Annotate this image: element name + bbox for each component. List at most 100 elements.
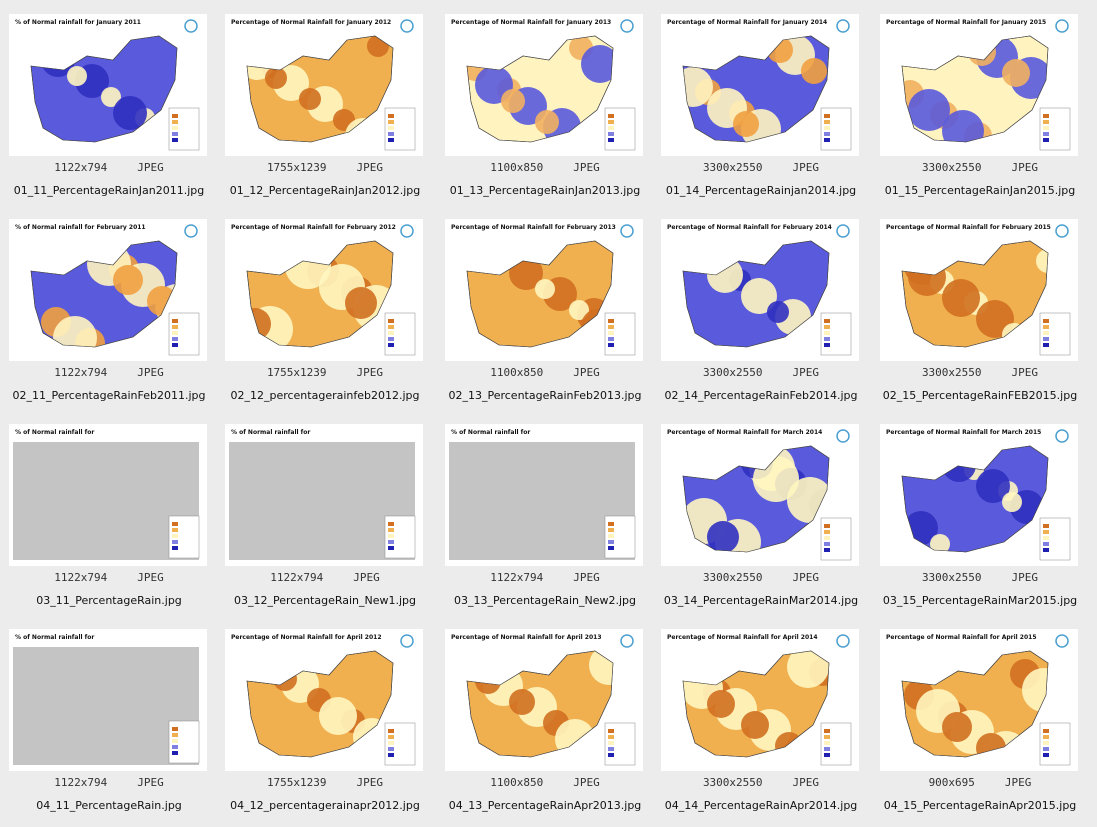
image-format: JPEG	[353, 571, 380, 584]
map-outline	[901, 35, 1049, 143]
map-outline	[682, 445, 830, 553]
file-name[interactable]: 01_11_PercentageRainJan2011.jpg	[13, 184, 205, 197]
legend-swatch	[608, 741, 614, 745]
file-name[interactable]: 02_14_PercentageRainFeb2014.jpg	[664, 389, 858, 402]
map-outline	[682, 240, 830, 348]
file-item[interactable]: Percentage of Normal Rainfall for Februa…	[216, 205, 434, 410]
legend-swatch	[1043, 126, 1049, 130]
legend-swatch	[608, 319, 614, 323]
map-outline	[466, 650, 614, 758]
image-format: JPEG	[573, 571, 600, 584]
thumbnail: % of Normal rainfall for	[445, 424, 643, 566]
legend-swatch	[172, 733, 178, 737]
file-meta: 1122x794 JPEG	[0, 366, 218, 379]
file-item[interactable]: % of Normal rainfall for 1122x794 JPEG 03_1…	[216, 410, 434, 615]
legend-swatch	[824, 536, 830, 540]
logo	[620, 224, 634, 238]
file-item[interactable]: Percentage of Normal Rainfall for April …	[652, 615, 870, 820]
file-item[interactable]: Percentage of Normal Rainfall for Februa…	[652, 205, 870, 410]
file-name[interactable]: 01_13_PercentageRainJan2013.jpg	[449, 184, 641, 197]
file-item[interactable]: Percentage of Normal Rainfall for April …	[871, 615, 1089, 820]
file-meta: 1100x850 JPEG	[436, 776, 654, 789]
file-item[interactable]: Percentage of Normal Rainfall for Februa…	[436, 205, 654, 410]
file-name[interactable]: 02_13_PercentageRainFeb2013.jpg	[448, 389, 642, 402]
legend-swatch	[824, 548, 830, 552]
legend-swatch	[388, 343, 394, 347]
file-item[interactable]: Percentage of Normal Rainfall for Februa…	[871, 205, 1089, 410]
thumbnail: Percentage of Normal Rainfall for Januar…	[225, 14, 423, 156]
file-meta: 3300x2550 JPEG	[652, 366, 870, 379]
thumb-title: Percentage of Normal Rainfall for Februa…	[451, 224, 616, 231]
logo	[620, 634, 634, 648]
map-outline	[682, 35, 830, 143]
file-item[interactable]: Percentage of Normal Rainfall for Januar…	[436, 0, 654, 205]
legend-swatch	[608, 747, 614, 751]
file-meta: 1100x850 JPEG	[436, 366, 654, 379]
file-item[interactable]: % of Normal rainfall for January 2011 112…	[0, 0, 218, 205]
legend-swatch	[1043, 548, 1049, 552]
file-item[interactable]: % of Normal rainfall for February 2011 11…	[0, 205, 218, 410]
file-name[interactable]: 02_11_PercentageRainFeb2011.jpg	[12, 389, 206, 402]
file-name[interactable]: 02_15_PercentageRainFEB2015.jpg	[882, 389, 1078, 402]
rain-patch	[942, 279, 980, 317]
legend-swatch	[1043, 536, 1049, 540]
file-item[interactable]: Percentage of Normal Rainfall for Januar…	[216, 0, 434, 205]
legend-swatch	[824, 337, 830, 341]
file-item[interactable]: Percentage of Normal Rainfall for Januar…	[871, 0, 1089, 205]
legend-swatch	[824, 747, 830, 751]
thumb-title: Percentage of Normal Rainfall for Januar…	[451, 19, 611, 26]
thumbnail: % of Normal rainfall for February 2011	[9, 219, 207, 361]
rain-patch	[509, 689, 535, 715]
file-item[interactable]: % of Normal rainfall for 1122x794 JPEG 04_1…	[0, 615, 218, 820]
logo	[1055, 634, 1069, 648]
image-dimensions: 3300x2550	[702, 366, 763, 379]
logo	[836, 634, 850, 648]
legend-swatch	[172, 138, 178, 142]
map-patches	[683, 36, 827, 142]
image-format: JPEG	[1004, 776, 1032, 789]
file-item[interactable]: % of Normal rainfall for 1122x794 JPEG 03_1…	[0, 410, 218, 615]
rain-patch	[741, 711, 769, 739]
thumb-title: % of Normal rainfall for	[15, 429, 94, 436]
thumbnail: Percentage of Normal Rainfall for March …	[661, 424, 859, 566]
file-item[interactable]: Percentage of Normal Rainfall for April …	[436, 615, 654, 820]
legend-swatch	[172, 331, 178, 335]
file-item[interactable]: % of Normal rainfall for 1122x794 JPEG 03_1…	[436, 410, 654, 615]
file-name[interactable]: 03_15_PercentageRainMar2015.jpg	[882, 594, 1078, 607]
logo	[400, 19, 414, 33]
file-name[interactable]: 01_12_PercentageRainJan2012.jpg	[229, 184, 421, 197]
legend-swatch	[388, 337, 394, 341]
file-item[interactable]: Percentage of Normal Rainfall for April …	[216, 615, 434, 820]
rain-patch	[976, 469, 1010, 503]
legend-swatch	[608, 343, 614, 347]
file-name[interactable]: 03_13_PercentageRain_New2.jpg	[453, 594, 637, 607]
image-dimensions: 1122x794	[270, 571, 324, 584]
rain-patch	[101, 87, 121, 107]
thumb-title: % of Normal rainfall for	[231, 429, 310, 436]
file-name[interactable]: 04_11_PercentageRain.jpg	[36, 799, 182, 812]
legend-swatch	[1043, 530, 1049, 534]
file-name[interactable]: 03_11_PercentageRain.jpg	[36, 594, 182, 607]
file-item[interactable]: Percentage of Normal Rainfall for March …	[871, 410, 1089, 615]
legend-swatch	[388, 319, 394, 323]
legend-swatch	[388, 114, 394, 118]
file-name[interactable]: 04_15_PercentageRainApr2015.jpg	[883, 799, 1077, 812]
file-name[interactable]: 03_14_PercentageRainMar2014.jpg	[663, 594, 859, 607]
file-name[interactable]: 03_12_PercentageRain_New1.jpg	[233, 594, 417, 607]
legend-swatch	[1043, 331, 1049, 335]
image-format: JPEG	[1011, 366, 1039, 379]
file-name[interactable]: 04_14_PercentageRainApr2014.jpg	[664, 799, 858, 812]
file-name[interactable]: 01_15_PercentageRainJan2015.jpg	[884, 184, 1076, 197]
map-outline	[901, 650, 1049, 758]
legend-swatch	[388, 138, 394, 142]
file-name[interactable]: 02_12_percentagerainfeb2012.jpg	[230, 389, 420, 402]
file-name[interactable]: 04_13_PercentageRainApr2013.jpg	[448, 799, 642, 812]
file-item[interactable]: Percentage of Normal Rainfall for Januar…	[652, 0, 870, 205]
file-name[interactable]: 01_14_PercentageRainjan2014.jpg	[665, 184, 857, 197]
file-name[interactable]: 04_12_percentagerainapr2012.jpg	[230, 799, 420, 812]
rain-patch	[113, 265, 143, 295]
rain-patch	[707, 521, 739, 552]
file-item[interactable]: Percentage of Normal Rainfall for March …	[652, 410, 870, 615]
legend-swatch	[824, 735, 830, 739]
image-dimensions: 900x695	[928, 776, 975, 789]
